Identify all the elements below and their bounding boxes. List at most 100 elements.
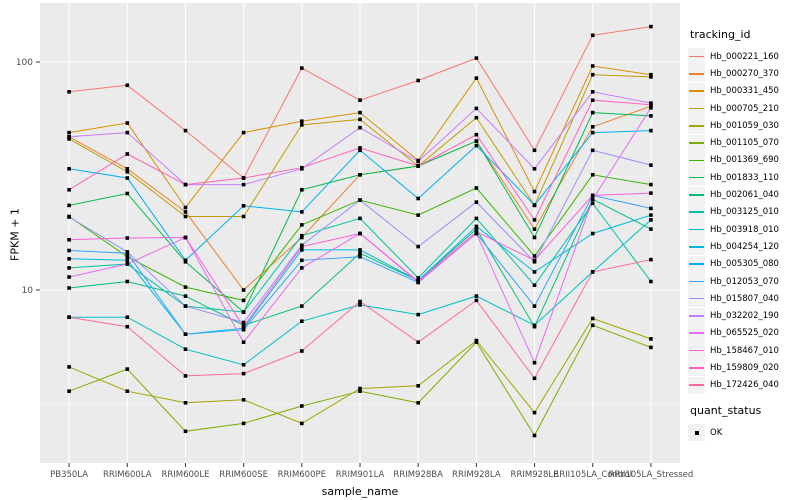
data-point (125, 258, 130, 263)
data-point (241, 340, 246, 344)
data-point (474, 200, 479, 204)
data-point (67, 238, 71, 242)
data-point (532, 433, 537, 438)
legend-item-label: Hb_001369_690 (710, 155, 779, 166)
data-point (67, 257, 71, 261)
data-point (590, 193, 595, 198)
legend-key-swatch (688, 342, 705, 360)
legend-item-label: Hb_172426_040 (710, 380, 779, 391)
data-point (358, 389, 362, 393)
data-point (125, 121, 130, 125)
data-point (67, 215, 71, 219)
data-point (532, 258, 537, 263)
data-point (590, 201, 595, 206)
data-point (241, 182, 246, 187)
data-point (125, 130, 130, 135)
x-tick-label: RRIM600PE (278, 470, 326, 480)
data-point (358, 303, 362, 307)
data-point (125, 167, 130, 171)
data-point (183, 210, 188, 214)
data-point (300, 349, 304, 353)
legend-key-swatch (688, 273, 705, 290)
legend-key-swatch (688, 117, 705, 135)
legend-item-label: Hb_004254_120 (710, 241, 779, 252)
data-point (649, 257, 653, 262)
data-point (532, 283, 537, 287)
legend-key-swatch (688, 324, 705, 342)
data-point (358, 173, 362, 177)
data-point (67, 203, 71, 208)
data-point (125, 152, 130, 156)
legend-key-swatch (688, 134, 705, 152)
data-point (67, 90, 71, 94)
data-point (183, 235, 188, 240)
y-tick-label: 100 (16, 58, 33, 68)
legend-item-Hb_001105_070: Hb_001105_070 (688, 134, 800, 152)
data-point (358, 110, 362, 115)
data-point (649, 345, 653, 350)
legend-item-ok: OK (688, 424, 800, 442)
data-point (532, 227, 537, 231)
data-point (590, 148, 595, 153)
legend-line-icon (689, 73, 704, 75)
legend-item-Hb_001833_110: Hb_001833_110 (688, 169, 800, 187)
legend-item-Hb_172426_040: Hb_172426_040 (688, 376, 800, 394)
data-point (300, 244, 304, 249)
data-point (241, 371, 246, 376)
data-point (183, 332, 188, 336)
legend-key-swatch (688, 290, 705, 308)
legend-item-label: OK (710, 427, 723, 438)
legend-line-icon (689, 55, 704, 58)
data-point (590, 125, 595, 129)
legend-line-icon (689, 349, 704, 352)
data-point (300, 66, 304, 70)
x-tick-label: RRII105LA_Stressed (609, 470, 694, 480)
data-point (358, 117, 362, 122)
data-point (358, 248, 362, 252)
data-point (183, 294, 188, 298)
data-point (532, 189, 537, 194)
legend-item-label: Hb_001059_030 (710, 120, 779, 131)
data-point (67, 275, 71, 279)
data-point (67, 130, 71, 135)
legend-line-icon (689, 332, 704, 335)
data-point (300, 319, 304, 323)
legend-item-label: Hb_005305_080 (710, 259, 779, 270)
legend-line-icon (689, 159, 704, 162)
data-point (183, 128, 188, 133)
legend-item-Hb_032202_190: Hb_032202_190 (688, 307, 800, 325)
data-point (300, 210, 304, 214)
data-point (649, 279, 653, 284)
legend-item-Hb_005305_080: Hb_005305_080 (688, 255, 800, 273)
data-point (590, 231, 595, 236)
data-point (474, 224, 479, 229)
x-axis-title: sample_name (321, 485, 399, 498)
data-point (649, 191, 653, 195)
data-point (125, 315, 130, 319)
legend-item-Hb_000705_210: Hb_000705_210 (688, 100, 800, 118)
data-point (649, 163, 653, 167)
x-tick-label: RRIM928BA (393, 470, 443, 480)
data-point (125, 279, 130, 284)
data-point (300, 248, 304, 252)
legend-item-label: Hb_001105_070 (710, 138, 779, 149)
data-point (125, 250, 130, 254)
data-point (416, 279, 420, 284)
legend-line-icon (689, 315, 704, 317)
data-point (474, 340, 479, 344)
data-point (416, 196, 420, 201)
data-point (649, 75, 653, 79)
data-point (300, 123, 304, 127)
data-point (590, 90, 595, 94)
data-point (241, 176, 246, 180)
legend-item-label: Hb_012053_070 (710, 276, 779, 287)
data-point (474, 115, 479, 120)
data-point (358, 386, 362, 391)
x-tick-label: RRIM928LA (452, 470, 501, 480)
legend-item-Hb_065525_020: Hb_065525_020 (688, 324, 800, 342)
legend-key-swatch (688, 82, 705, 100)
data-point (590, 72, 595, 77)
data-point (590, 197, 595, 202)
data-point (532, 254, 537, 258)
x-tick-label: RRIM600SE (219, 470, 268, 480)
